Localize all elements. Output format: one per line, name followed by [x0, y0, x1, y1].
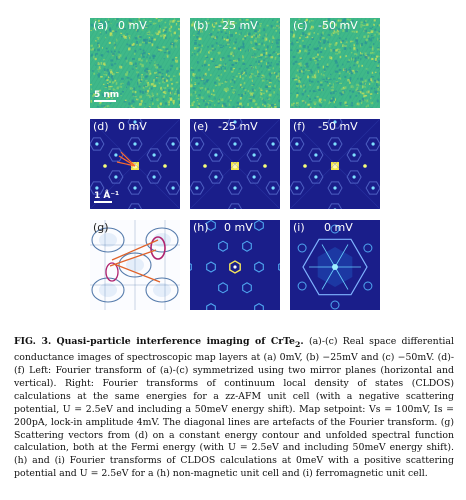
energy-label: -25 mV — [218, 19, 258, 32]
panel-label: (c) — [293, 19, 308, 32]
caption-body: (a)-(c) Real space differential conducta… — [14, 336, 454, 480]
scale-bar-label: 1 Å⁻¹ — [94, 191, 120, 201]
panel-label: (a) — [93, 19, 109, 32]
panel-label: (g) — [93, 221, 109, 234]
panel-label: (b) — [193, 19, 209, 32]
panel-i: (i) 0 mV — [290, 220, 380, 310]
pocket-contour — [105, 262, 119, 282]
panel-c: (c) -50 mV — [290, 18, 380, 108]
energy-label: 0 mV — [324, 221, 353, 234]
figure-caption: FIG. 3. Quasi-particle interference imag… — [14, 336, 454, 481]
energy-label: -50 mV — [318, 19, 358, 32]
panel-h: (h) 0 mV — [190, 220, 280, 310]
panel-a-image — [90, 18, 180, 108]
cldos-features — [297, 224, 373, 310]
speckle-texture — [190, 18, 280, 108]
caption-title: Quasi-particle interference imaging of C… — [56, 336, 304, 349]
fourier-features — [290, 119, 380, 209]
panel-f-image — [290, 119, 380, 209]
constant-energy-contour — [90, 220, 180, 310]
panel-label: (f) — [293, 120, 306, 133]
fourier-features — [190, 119, 280, 209]
panel-e: (e) -25 mV — [190, 119, 280, 209]
panel-i-image — [290, 220, 380, 310]
panel-label: (h) — [193, 221, 209, 234]
energy-label: 0 mV — [118, 120, 147, 133]
panel-b-image — [190, 18, 280, 108]
panel-label: (i) — [293, 221, 305, 234]
energy-label: 0 mV — [224, 221, 253, 234]
panel-label: (d) — [93, 120, 109, 133]
scale-bar-label: 5 nm — [94, 90, 120, 100]
pocket-contour — [150, 236, 166, 260]
panel-a: (a) 0 mV 5 nm — [90, 18, 180, 108]
scale-bar — [94, 201, 112, 203]
panel-d-image — [90, 119, 180, 209]
cldos-features — [190, 220, 280, 310]
panel-c-image — [290, 18, 380, 108]
panel-h-image — [190, 220, 280, 310]
panel-e-image — [190, 119, 280, 209]
energy-label: 0 mV — [118, 19, 147, 32]
scale-bar — [94, 100, 116, 102]
panel-f: (f) -50 mV — [290, 119, 380, 209]
energy-label: -50 mV — [318, 120, 358, 133]
panel-g-image — [90, 220, 180, 310]
panel-d: (d) 0 mV 1 Å⁻¹ — [90, 119, 180, 209]
scattering-vectors — [116, 151, 136, 167]
panel-label: (e) — [193, 120, 209, 133]
energy-label: -25 mV — [218, 120, 258, 133]
caption-fig-number: FIG. 3. — [14, 336, 52, 347]
panel-b: (b) -25 mV — [190, 18, 280, 108]
scattering-vectors — [109, 239, 161, 283]
panel-g: (g) — [90, 220, 180, 310]
speckle-texture — [290, 18, 380, 108]
speckle-texture — [90, 18, 180, 108]
